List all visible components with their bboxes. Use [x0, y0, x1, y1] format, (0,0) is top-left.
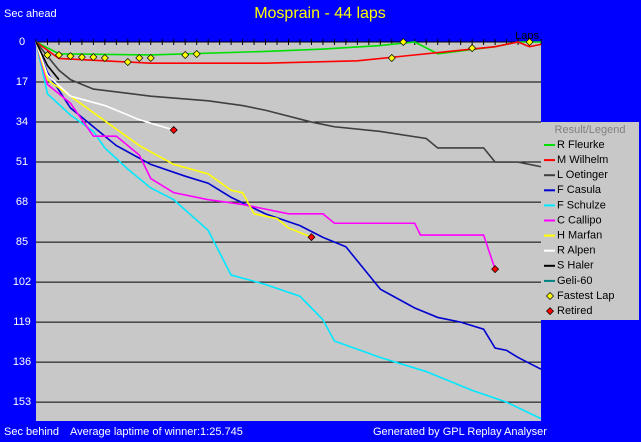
marker	[491, 265, 500, 274]
marker	[100, 54, 109, 63]
legend-swatch	[546, 292, 554, 300]
marker	[399, 38, 408, 46]
y-tick-label: 85	[16, 236, 28, 248]
x-axis-label: Laps	[515, 30, 539, 42]
legend-label: L Oetinger	[557, 169, 608, 181]
chart-title: Mosprain - 44 laps	[254, 5, 386, 22]
marker	[387, 54, 396, 63]
legend-label: R Alpen	[557, 245, 596, 257]
marker	[468, 44, 477, 53]
marker	[43, 50, 52, 59]
legend-label: F Casula	[557, 184, 602, 196]
legend-box	[541, 122, 639, 320]
y-tick-label: 34	[16, 116, 28, 128]
marker	[181, 50, 190, 59]
marker	[77, 53, 86, 62]
marker	[66, 52, 75, 61]
legend-label: C Callipo	[557, 214, 602, 226]
marker	[146, 54, 155, 63]
y-tick-label: 51	[16, 156, 28, 168]
legend-label: Fastest Lap	[557, 290, 614, 302]
marker	[89, 53, 98, 62]
marker	[525, 38, 534, 46]
legend-swatch	[546, 307, 554, 316]
y-tick-label: 0	[19, 36, 25, 48]
legend-label: Retired	[557, 305, 592, 317]
marker	[192, 50, 201, 59]
legend-label: H Marfan	[557, 230, 602, 242]
legend-label: F Schulze	[557, 199, 606, 211]
footer-right: Generated by GPL Replay Analyser	[373, 426, 547, 438]
y-tick-label: 17	[16, 76, 28, 88]
marker	[54, 50, 63, 59]
marker	[135, 54, 144, 63]
legend-label: R Fleurke	[557, 139, 605, 151]
legend-label: S Haler	[557, 260, 594, 272]
series-line	[35, 41, 174, 131]
marker	[169, 126, 178, 135]
legend-label: M Wilhelm	[557, 154, 608, 166]
series-line	[35, 41, 312, 238]
marker	[123, 58, 132, 67]
legend-label: Geli-60	[557, 275, 592, 287]
marker	[307, 233, 316, 242]
y-tick-label: 102	[13, 276, 31, 288]
series-line	[35, 41, 542, 168]
plot-area	[36, 42, 541, 421]
series-line	[35, 41, 542, 420]
y-tick-label: 136	[13, 356, 31, 368]
series-line	[35, 41, 542, 64]
series-line	[35, 41, 60, 81]
y-tick-label: 119	[13, 316, 31, 328]
series-line	[35, 41, 496, 270]
y-label-top: Sec ahead	[4, 8, 57, 20]
y-tick-label: 68	[16, 196, 28, 208]
y-label-bottom: Sec behind	[4, 426, 59, 438]
legend-title: Result/Legend	[555, 124, 626, 136]
footer-left: Average laptime of winner:1:25.745	[70, 426, 243, 438]
y-tick-label: 153	[13, 396, 31, 408]
series-line	[35, 41, 542, 370]
